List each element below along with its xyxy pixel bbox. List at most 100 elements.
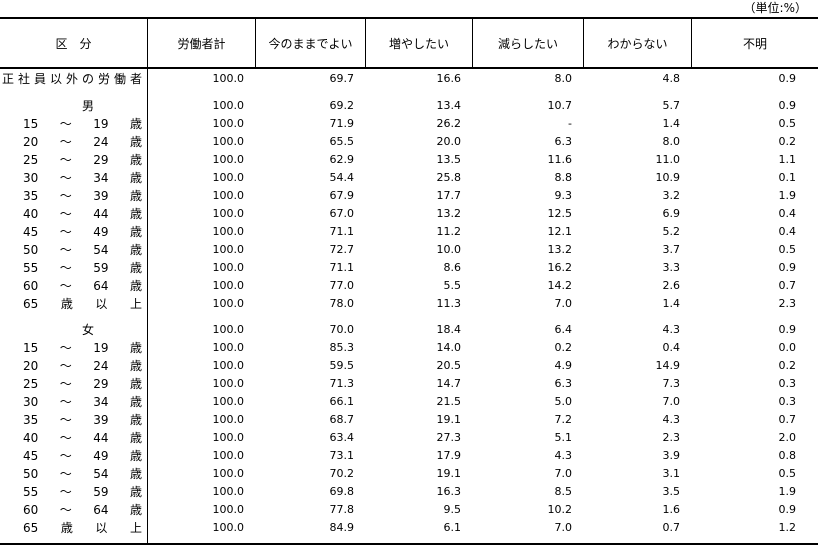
table-row: 20 ～ 24 歳 100.0 65.5 20.0 6.3 8.0 0.2	[0, 133, 818, 151]
value-keep: 68.7	[329, 413, 355, 426]
table-row: 15 ～ 19 歳 100.0 71.9 26.2 - 1.4 0.5	[0, 115, 818, 133]
value-total: 100.0	[212, 521, 245, 534]
row-label-part: 65	[23, 297, 39, 311]
row-label-part: 歳	[129, 171, 142, 185]
value-dontknow: 4.3	[662, 323, 681, 336]
row-label-part: 45	[23, 449, 39, 463]
row-label-part: 上	[129, 521, 142, 535]
value-increase: 20.0	[436, 135, 462, 148]
value-dontknow: 3.1	[662, 467, 681, 480]
row-label-part: ～	[59, 359, 72, 373]
row-label-part: 40	[23, 431, 39, 445]
table-row: 65 歳 以 上 100.0 78.0 11.3 7.0 1.4 2.3	[0, 295, 818, 313]
value-total: 100.0	[212, 467, 245, 480]
value-dontknow: 7.3	[662, 377, 681, 390]
row-label-part: 35	[23, 413, 39, 427]
column-header-unknown: 不明	[742, 36, 767, 51]
row-label-part: 29	[93, 377, 109, 391]
row-label-part: 29	[93, 153, 109, 167]
value-dontknow: 3.7	[662, 243, 681, 256]
row-label-part: 25	[23, 377, 39, 391]
value-total: 100.0	[212, 279, 245, 292]
row-label: 65 歳 以 上	[0, 519, 148, 537]
value-keep: 71.1	[329, 225, 355, 238]
row-label-part: 59	[93, 485, 109, 499]
row-label-part: 24	[93, 135, 109, 149]
row-label: 25 ～ 29 歳	[0, 375, 148, 393]
row-label-part: 歳	[129, 153, 142, 167]
row-label-part: 60	[23, 279, 39, 293]
table-row: 正社員以外の労働者 100.0 69.7 16.6 8.0 4.8 0.9	[0, 69, 818, 89]
row-label: 50 ～ 54 歳	[0, 465, 148, 483]
row-label-part: 45	[23, 225, 39, 239]
value-unknown: 0.5	[778, 467, 797, 480]
row-label-part: 15	[23, 117, 39, 131]
value-keep: 77.8	[329, 503, 355, 516]
row-label-part: 歳	[129, 431, 142, 445]
value-total: 100.0	[212, 431, 245, 444]
table-row: 60 ～ 64 歳 100.0 77.8 9.5 10.2 1.6 0.9	[0, 501, 818, 519]
value-unknown: 1.2	[778, 521, 797, 534]
table-row: 55 ～ 59 歳 100.0 69.8 16.3 8.5 3.5 1.9	[0, 483, 818, 501]
value-keep: 67.9	[329, 189, 355, 202]
row-label-part: 15	[23, 341, 39, 355]
value-unknown: 0.4	[778, 207, 797, 220]
row-label-part: 19	[93, 341, 109, 355]
row-label-part: 20	[23, 135, 39, 149]
row-label-part: ～	[59, 153, 72, 167]
value-unknown: 0.9	[778, 72, 797, 85]
table-row: 50 ～ 54 歳 100.0 72.7 10.0 13.2 3.7 0.5	[0, 241, 818, 259]
row-label-part: 49	[93, 225, 109, 239]
table-body: 正社員以外の労働者 100.0 69.7 16.6 8.0 4.8 0.9 男 100.0 69.…	[0, 69, 818, 543]
value-total: 100.0	[212, 225, 245, 238]
value-keep: 77.0	[329, 279, 355, 292]
value-decrease: 12.1	[547, 225, 573, 238]
value-dontknow: 2.3	[662, 431, 681, 444]
value-increase: 14.7	[436, 377, 462, 390]
value-decrease: 16.2	[547, 261, 573, 274]
value-dontknow: 10.9	[655, 171, 681, 184]
table-row: 25 ～ 29 歳 100.0 62.9 13.5 11.6 11.0 1.1	[0, 151, 818, 169]
value-increase: 11.2	[436, 225, 462, 238]
value-total: 100.0	[212, 359, 245, 372]
row-label-part: ～	[59, 261, 72, 275]
value-total: 100.0	[212, 503, 245, 516]
row-label: 25 ～ 29 歳	[0, 151, 148, 169]
row-label-part: 歳	[60, 521, 73, 535]
row-label: 65 歳 以 上	[0, 295, 148, 313]
row-label: 15 ～ 19 歳	[0, 115, 148, 133]
row-label-part: 54	[93, 467, 109, 481]
value-keep: 65.5	[329, 135, 355, 148]
row-label-part: 39	[93, 189, 109, 203]
value-decrease: 6.3	[554, 377, 573, 390]
value-total: 100.0	[212, 261, 245, 274]
value-total: 100.0	[212, 323, 245, 336]
value-total: 100.0	[212, 377, 245, 390]
row-label-part: 54	[93, 243, 109, 257]
value-unknown: 0.5	[778, 243, 797, 256]
row-label-part: 19	[93, 117, 109, 131]
value-decrease: 11.6	[547, 153, 573, 166]
value-keep: 70.2	[329, 467, 355, 480]
value-dontknow: 2.6	[662, 279, 681, 292]
value-decrease: 4.9	[554, 359, 573, 372]
value-unknown: 0.8	[778, 449, 797, 462]
value-increase: 27.3	[436, 431, 462, 444]
value-dontknow: 6.9	[662, 207, 681, 220]
value-increase: 14.0	[436, 341, 462, 354]
table-row: 40 ～ 44 歳 100.0 67.0 13.2 12.5 6.9 0.4	[0, 205, 818, 223]
unit-label: （単位:%）	[743, 1, 807, 15]
row-label-part: 上	[129, 297, 142, 311]
row-label-part: 歳	[129, 207, 142, 221]
row-label-part: 25	[23, 153, 39, 167]
table-row: 35 ～ 39 歳 100.0 68.7 19.1 7.2 4.3 0.7	[0, 411, 818, 429]
value-decrease: 8.8	[554, 171, 573, 184]
value-dontknow: 5.2	[662, 225, 681, 238]
survey-table: 区 分労働者計 今のままでよい 増やしたい 減らしたい わからない 不明 正社員以外の労働…	[0, 17, 818, 545]
table-header-row: 区 分労働者計 今のままでよい 増やしたい 減らしたい わからない 不明	[0, 19, 818, 69]
value-keep: 85.3	[329, 341, 355, 354]
value-increase: 21.5	[436, 395, 462, 408]
value-keep: 69.8	[329, 485, 355, 498]
value-unknown: 0.4	[778, 225, 797, 238]
row-label: 20 ～ 24 歳	[0, 133, 148, 151]
